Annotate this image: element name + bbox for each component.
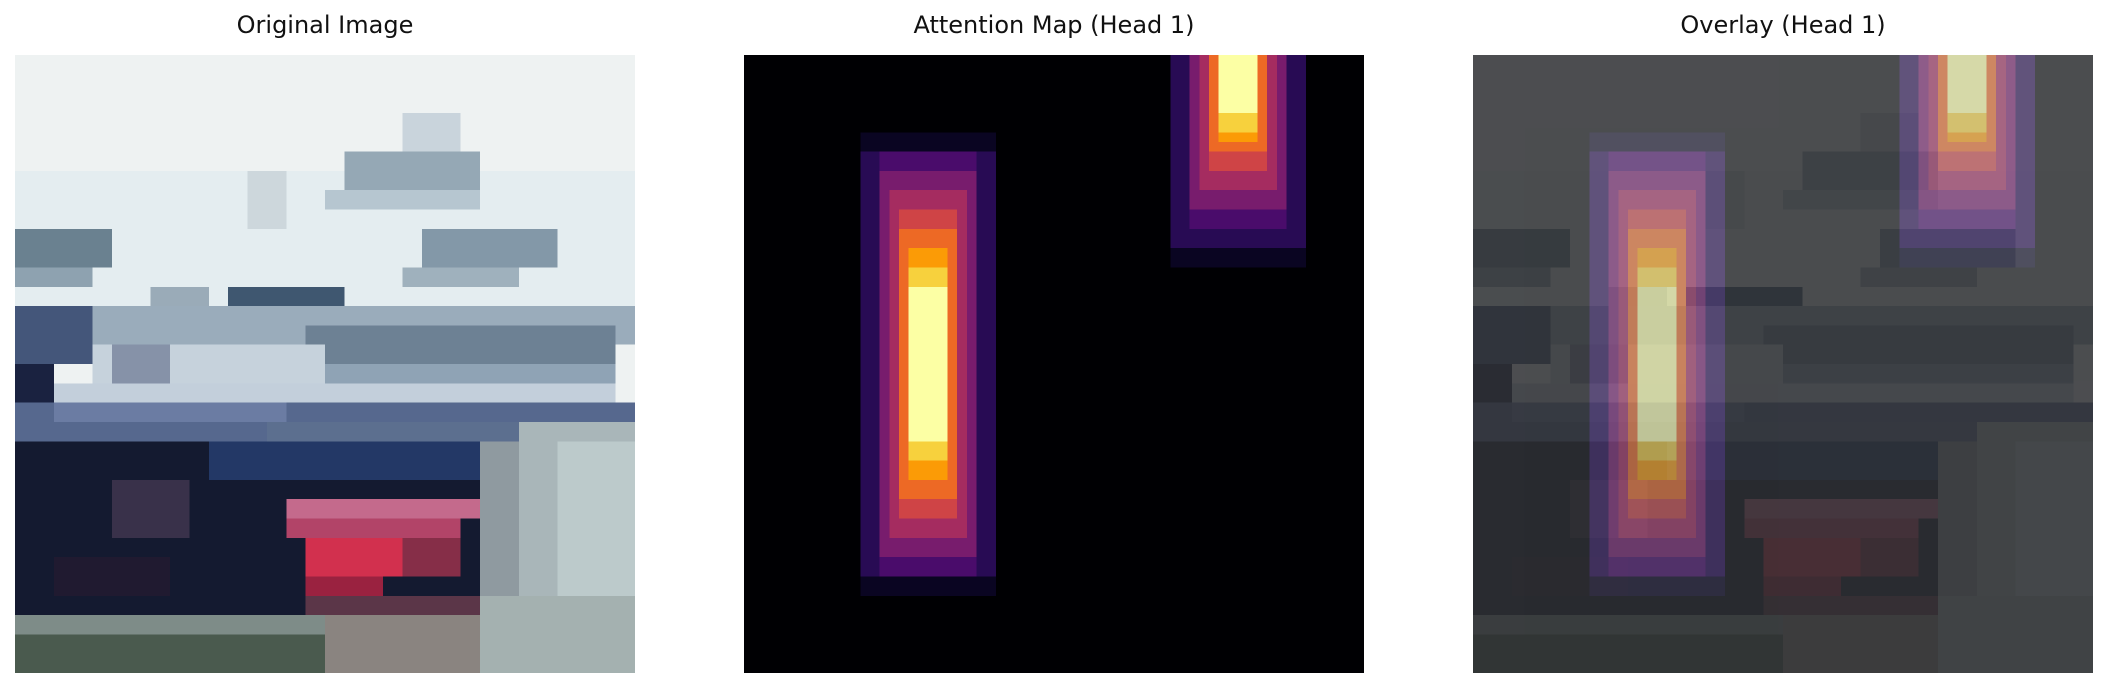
overlay-image bbox=[1473, 55, 2093, 673]
original-image-title: Original Image bbox=[236, 11, 414, 39]
original-image-panel: Original Image bbox=[15, 0, 635, 688]
overlay-title: Overlay (Head 1) bbox=[1680, 11, 1886, 39]
overlay-composite bbox=[1473, 55, 2093, 673]
attention-map-title: Attention Map (Head 1) bbox=[913, 11, 1195, 39]
original-image bbox=[15, 55, 635, 673]
attention-map-image bbox=[744, 55, 1364, 673]
attention-map-panel: Attention Map (Head 1) bbox=[744, 0, 1364, 688]
attention-map-heatmap bbox=[744, 55, 1364, 673]
original-image-pixels bbox=[15, 55, 635, 673]
overlay-panel: Overlay (Head 1) bbox=[1473, 0, 2093, 688]
